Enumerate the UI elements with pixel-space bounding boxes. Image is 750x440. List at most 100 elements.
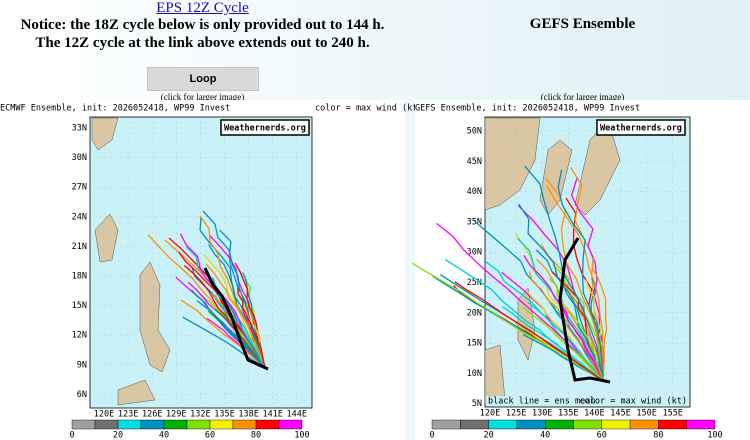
notice-line: The 12Z cycle at the link above extends … [35,35,370,51]
colorbar-label: 40 [159,431,169,440]
lat-label: 30N [72,153,87,163]
watermark: Weathernerds.org [224,124,306,134]
loop-button[interactable]: Loop [147,67,259,91]
color-note: color = max wind (kt) [580,397,687,407]
colorbar-segment [232,419,257,430]
lat-label: 6N [77,390,87,400]
lon-label: 129E [166,410,186,420]
ensemble-track [557,169,604,382]
lon-label: 130E [532,409,552,419]
lat-label: 24N [72,212,87,222]
ensemble-mean [203,267,269,371]
lat-label: 20N [467,308,482,318]
lon-label: 150E [636,409,656,419]
color-note: color = max wind (kt) [315,104,422,114]
ensemble-track [561,299,604,382]
colorbar-label: 60 [597,431,607,440]
lat-label: 27N [72,183,87,193]
ensemble-track [237,287,266,369]
ensemble-track [180,299,266,369]
colorbar-segment [686,419,716,430]
ensemble-track [219,229,266,369]
colorbar-segment [209,419,234,430]
lat-label: 15N [467,339,482,349]
lat-label: 25N [467,278,482,288]
colorbar-label: 60 [205,431,215,440]
land [91,117,119,151]
lat-label: 50N [467,127,482,137]
lon-label: 140E [584,409,604,419]
ocean [89,116,313,409]
colorbar-label: 0 [429,431,434,440]
lat-label: 15N [72,301,87,311]
colorbar-segment [516,419,546,430]
lon-label: 135E [214,410,234,420]
lat-label: 35N [467,217,482,227]
ensemble-track [535,249,604,382]
ensemble-track [411,262,604,382]
lon-label: 144E [287,410,307,420]
ensemble-track [205,263,266,369]
colorbar-segment [255,419,280,430]
caption[interactable]: (click for larger image) [540,92,625,102]
colorbar-segment [601,419,631,430]
land [484,117,541,211]
colorbar-segment [573,419,602,430]
colorbar-segment [658,419,687,430]
colorbar-segment [117,419,142,430]
colorbar-segment [431,419,461,430]
ensemble-track [545,177,604,382]
lon-label: 155E [662,409,682,419]
left-map-panel: ECMWF Ensemble, init: 2026052418, WP99 I… [0,100,422,440]
watermark-box [220,119,310,136]
ensemble-track [548,277,604,382]
lon-label: 132E [190,410,210,420]
lat-label: 18N [72,272,87,282]
mean-note: black line = ens mean [488,397,595,407]
watermark: Weathernerds.org [600,124,682,134]
lat-label: 9N [77,360,87,370]
lon-label: 135E [558,409,578,419]
lon-label: 138E [238,410,258,420]
map-title: GEFS Ensemble, init: 2026052418, WP99 In… [415,104,640,114]
lat-label: 45N [467,157,482,167]
colorbar-segment [460,419,489,430]
colorbar-label: 100 [707,431,722,440]
colorbar-label: 80 [251,431,261,440]
notice-line: Notice: the 18Z cycle below is only prov… [20,17,385,33]
ensemble-track [546,185,604,382]
colorbar-label: 80 [653,431,663,440]
colorbar-label: 20 [483,431,493,440]
lat-label: 33N [72,124,87,134]
lat-label: 30N [467,248,482,258]
watermark-box [596,119,686,136]
lon-label: 125E [506,409,526,419]
ensemble-track [444,258,604,382]
land [94,213,119,263]
colorbar-segment [488,419,518,430]
colorbar-segment [140,419,165,430]
caption[interactable]: (click for larger image) [160,92,245,102]
lon-label: 145E [610,409,630,419]
colorbar-label: 20 [113,431,123,440]
lon-label: 126E [142,410,162,420]
colorbar-segment [278,419,303,430]
lat-label: 5N [472,399,482,409]
colorbar-segment [71,419,96,430]
colorbar-segment [545,419,574,430]
lon-label: 141E [262,410,282,420]
colorbar-segment [163,419,188,430]
colorbar-segment [629,419,659,430]
ensemble-track [182,316,266,369]
gefs-heading: GEFS Ensemble [529,16,636,32]
ensemble-track [527,301,604,382]
lat-label: 21N [72,242,87,252]
eps-link[interactable]: EPS 12Z Cycle [156,0,249,16]
colorbar-segment [186,419,211,430]
colorbar-segment [94,419,119,430]
lon-label: 120E [94,410,114,420]
lat-label: 10N [467,369,482,379]
right-map-panel: GEFS Ensemble, init: 2026052418, WP99 In… [411,100,750,440]
note-bg [486,396,689,406]
